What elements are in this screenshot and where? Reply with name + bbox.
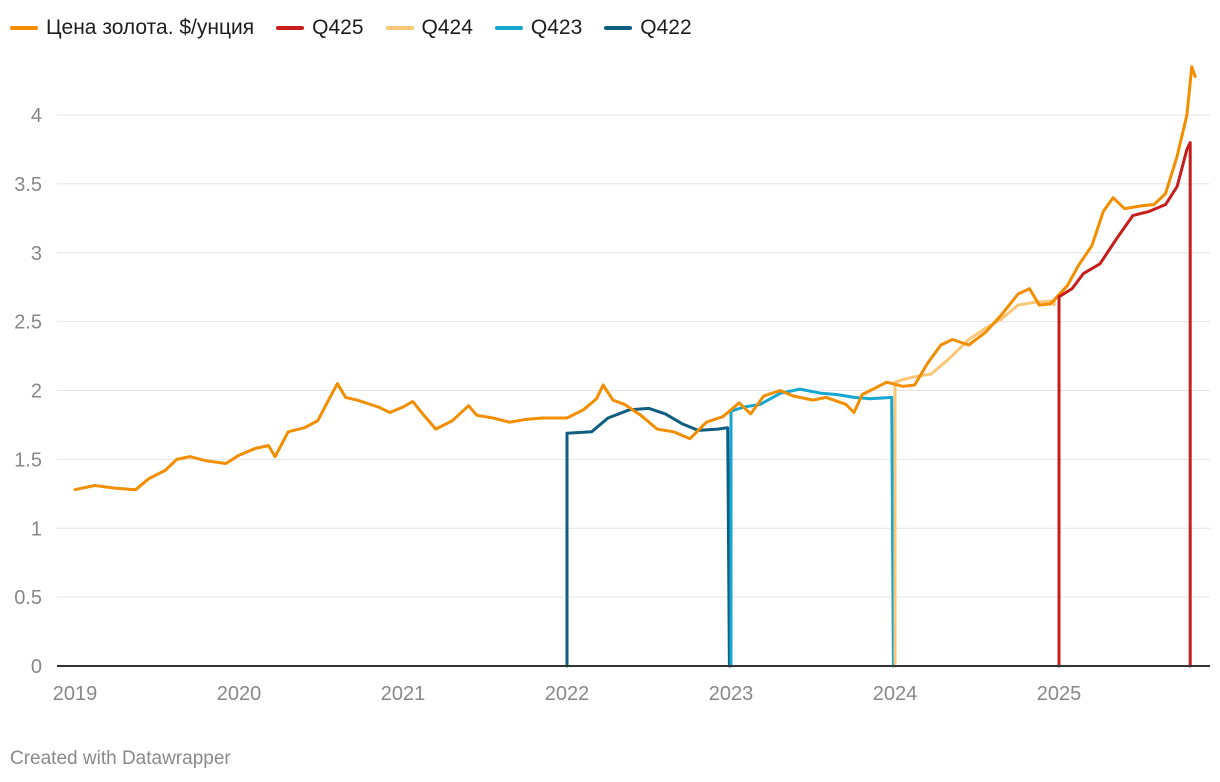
series-line-q424 [893, 299, 1056, 668]
legend-item-gold-price[interactable]: Цена золота. $/унция [10, 16, 254, 40]
legend-label-q425: Q425 [312, 16, 364, 39]
series-line-цена-золота-унция [73, 65, 1197, 492]
series-line-q423 [729, 387, 895, 668]
footer-credit: Created with Datawrapper [10, 748, 231, 769]
legend-item-q422[interactable]: Q422 [604, 16, 692, 40]
legend-swatch-gold-price [10, 26, 38, 30]
legend-item-q424[interactable]: Q424 [385, 16, 473, 40]
y-tick-label: 4 [31, 105, 42, 127]
series-line-q425 [1057, 141, 1192, 668]
series-line-q422 [565, 406, 731, 668]
y-tick-label: 1 [31, 518, 42, 540]
x-tick-label: 2021 [381, 683, 426, 705]
x-tick-label: 2020 [217, 683, 262, 705]
y-tick-label: 1.5 [14, 449, 42, 471]
x-tick-label: 2019 [53, 683, 98, 705]
y-tick-label: 3 [31, 243, 42, 265]
line-chart: 0 0.5 1 1.5 2 2.5 3 3.5 4 2019 2020 2021 2022 2023 202… [14, 65, 1210, 705]
x-tick-label: 2023 [709, 683, 754, 705]
legend-swatch-q424 [385, 26, 414, 30]
legend-label-q422: Q422 [640, 16, 692, 39]
legend-swatch-q422 [604, 26, 633, 30]
x-tick-label: 2025 [1037, 683, 1082, 705]
y-tick-label: 0 [31, 656, 42, 678]
legend-label-q423: Q423 [530, 16, 583, 39]
legend-label-gold-price: Цена золота. $/унция [46, 16, 255, 39]
y-tick-label: 2 [31, 381, 42, 403]
legend-item-q425[interactable]: Q425 [276, 16, 364, 40]
legend-swatch-q423 [494, 26, 523, 30]
legend-swatch-q425 [276, 26, 305, 30]
y-tick-label: 2.5 [14, 312, 42, 334]
chart-legend: Цена золота. $/унция Q425 Q424 Q423 Q422 [10, 14, 692, 42]
x-tick-label: 2024 [873, 683, 918, 705]
legend-label-q424: Q424 [421, 16, 473, 39]
y-tick-label: 3.5 [14, 174, 42, 196]
legend-item-q423[interactable]: Q423 [494, 16, 583, 40]
y-tick-label: 0.5 [14, 587, 42, 609]
x-tick-label: 2022 [545, 683, 590, 705]
